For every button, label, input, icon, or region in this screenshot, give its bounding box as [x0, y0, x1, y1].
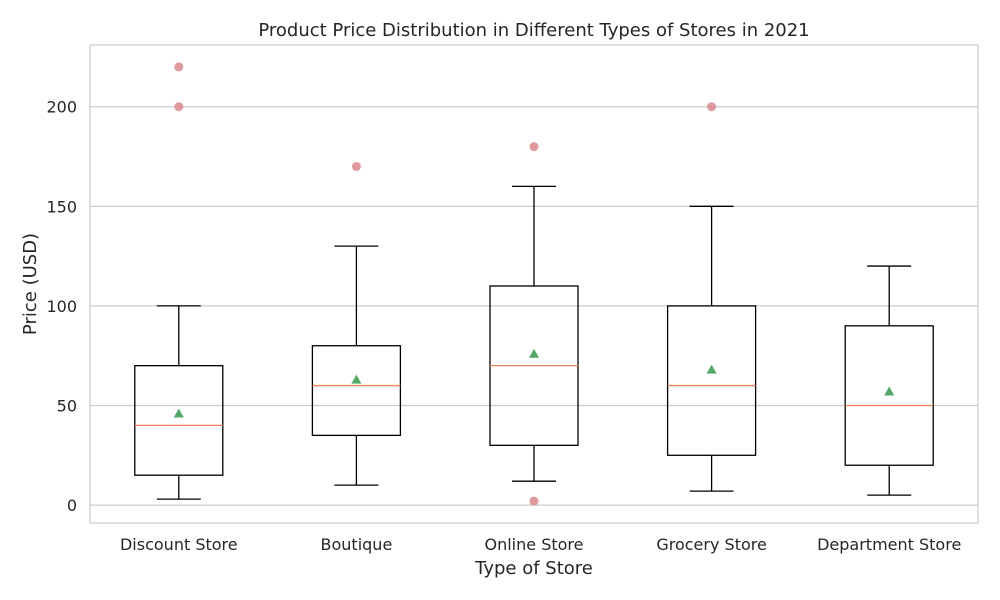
y-tick-labels: 0 50 100 150 200: [46, 98, 77, 515]
y-tick-label: 150: [46, 197, 77, 216]
iqr-box: [311, 345, 402, 437]
mean-marker: [884, 386, 895, 396]
outlier-point: [174, 62, 184, 72]
boxplot-grocery-store: [666, 102, 757, 492]
plot-frame: [89, 44, 979, 524]
y-axis-label: Price (USD): [20, 233, 41, 335]
x-tick-label: Online Store: [485, 535, 584, 554]
y-tick-label: 50: [57, 396, 77, 415]
boxplot-discount-store: [134, 62, 224, 500]
iqr-box: [844, 325, 934, 466]
x-tick-label: Grocery Store: [656, 535, 766, 554]
x-axis-label: Type of Store: [474, 558, 593, 579]
outlier-point: [174, 102, 184, 112]
boxplot-boutique: [311, 161, 402, 486]
boxplot-department-store: [844, 265, 934, 496]
x-tick-label: Department Store: [817, 535, 961, 554]
y-tick-label: 200: [46, 98, 77, 117]
mean-marker: [706, 364, 717, 374]
x-tick-label: Discount Store: [120, 535, 238, 554]
y-tick-label: 100: [46, 297, 77, 316]
boxplot-online-store: [489, 142, 579, 506]
x-tick-labels: Discount Store Boutique Online Store Grocer…: [120, 535, 961, 554]
outlier-point: [351, 161, 361, 171]
grid-layer: [90, 106, 978, 506]
outlier-point: [529, 496, 539, 506]
outlier-point: [707, 102, 717, 112]
mean-marker: [351, 374, 362, 384]
x-tick-label: Boutique: [321, 535, 393, 554]
y-tick-label: 0: [67, 496, 77, 515]
outlier-point: [529, 142, 539, 152]
chart-title: Product Price Distribution in Different …: [258, 20, 809, 41]
mean-marker: [173, 408, 184, 418]
mean-marker: [529, 348, 539, 358]
iqr-box: [666, 305, 757, 456]
iqr-box: [134, 365, 224, 476]
box-layer: [134, 62, 934, 506]
